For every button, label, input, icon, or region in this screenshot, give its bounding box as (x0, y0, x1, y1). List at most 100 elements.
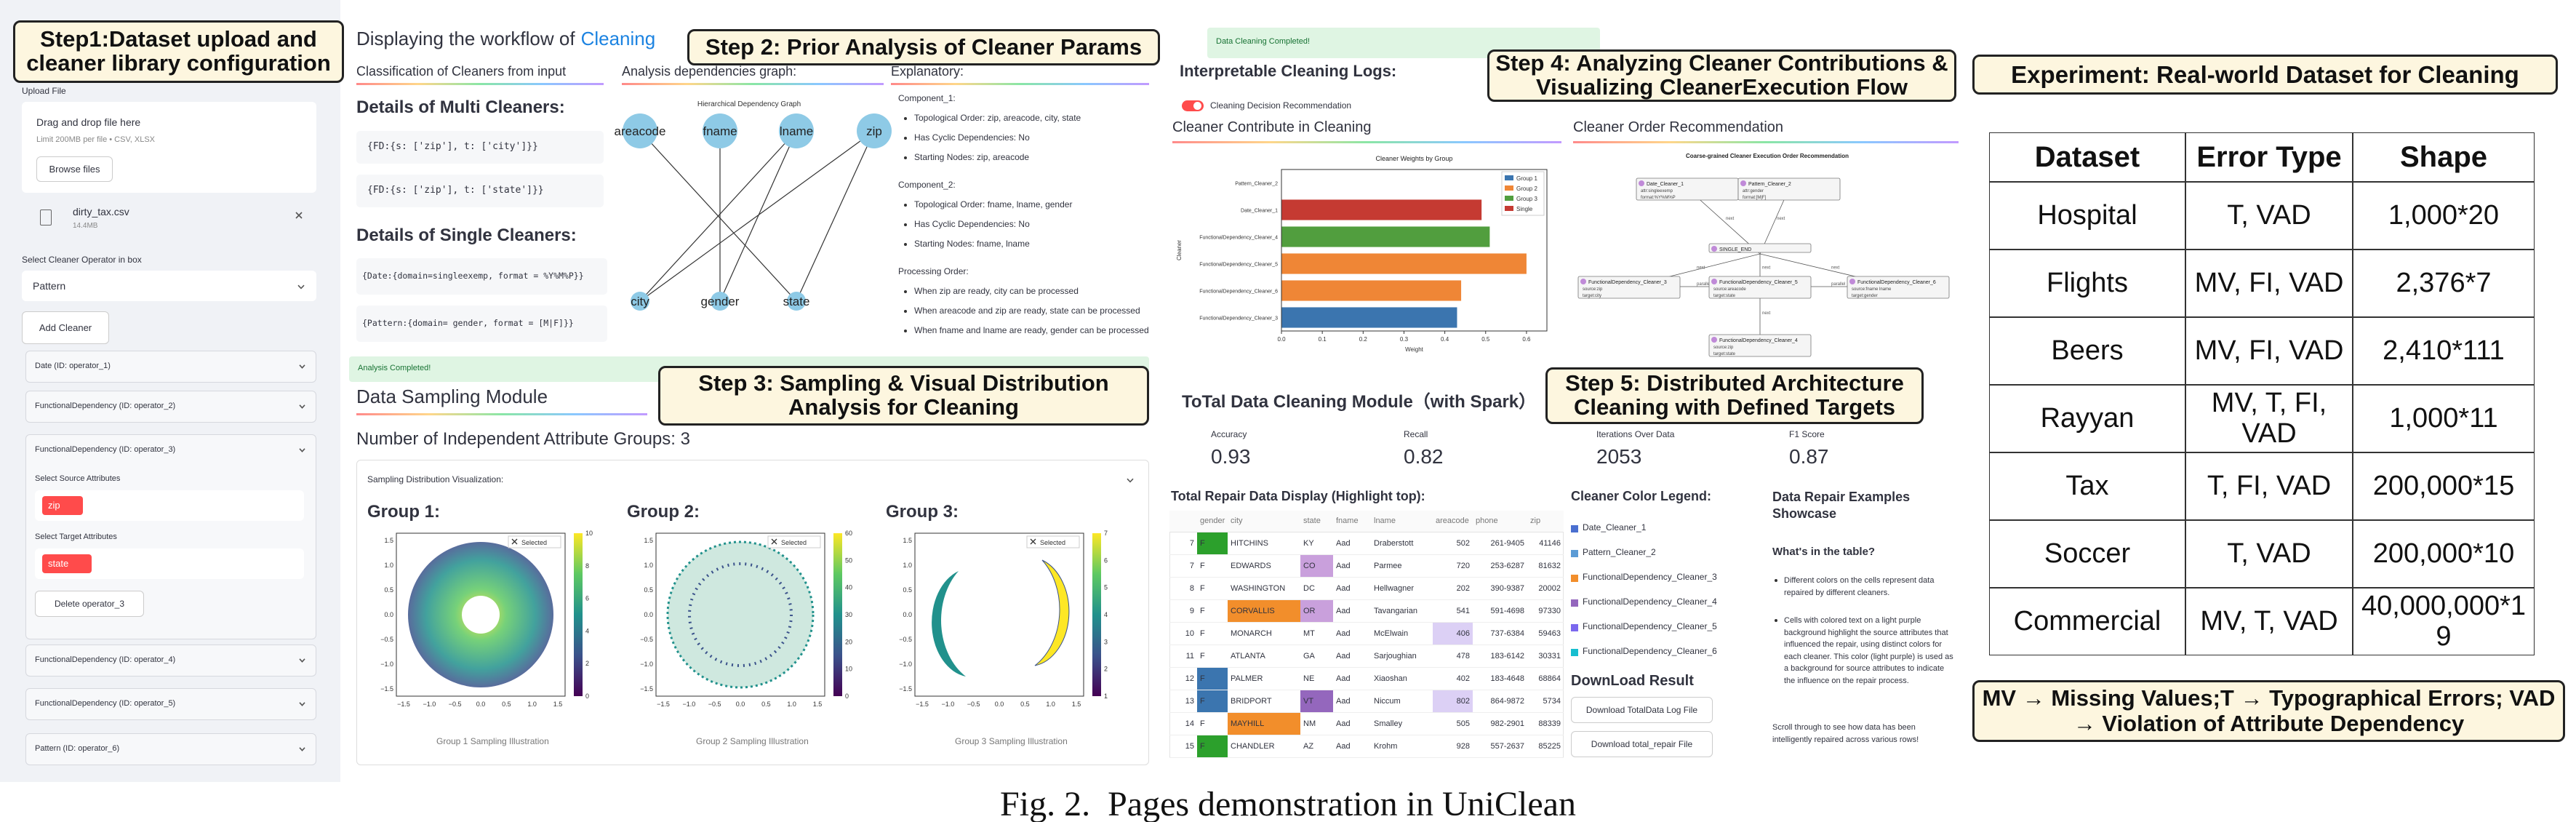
table-cell: Sarjoughian (1371, 645, 1433, 668)
text: Group 3: (886, 502, 959, 522)
x-tick-label: 1.5 (553, 701, 563, 708)
colorbar (574, 533, 583, 696)
select-box (22, 271, 316, 301)
table-cell: 183-6142 (1473, 645, 1527, 668)
graph-node (623, 113, 657, 148)
y-tick-label: −1.0 (640, 661, 653, 668)
button[interactable]: Delete operator_3 (35, 591, 144, 617)
legend-swatch (1505, 185, 1513, 191)
x-tick-label: 1.0 (1046, 701, 1055, 708)
legend-box (767, 535, 821, 548)
text: Cleaning Decision Recommendation (1210, 100, 1352, 111)
colorbar-label: 8 (585, 562, 589, 570)
plot-frame (655, 532, 825, 697)
flow-node-icon (1639, 180, 1644, 186)
table-cell: Aad (1333, 668, 1371, 690)
table-cell: OR (1300, 600, 1333, 623)
table-cell: Aad (1333, 623, 1371, 645)
text: FunctionalDependency_Cleaner_4 (1583, 596, 1717, 607)
y-tick-label: −0.5 (899, 636, 912, 643)
bar (1281, 226, 1490, 247)
workflow-heading: Displaying the workflow of Cleaning (356, 28, 655, 50)
colorbar-label: 6 (585, 595, 589, 602)
edge-label: parallel (1697, 282, 1711, 287)
table-cell: MAYHILL (1228, 713, 1300, 735)
illustration (688, 562, 793, 667)
y-tick-label: −1.0 (380, 661, 393, 668)
table-cell: 541 (1433, 600, 1473, 623)
x-tick-label: 1.0 (787, 701, 796, 708)
legend-label: Group 3 (1516, 196, 1537, 202)
flow-node-label: SINGLE_END (1719, 247, 1751, 252)
text: Sampling Distribution Visualization: (367, 474, 504, 484)
table-cell: Rayyan (1989, 385, 2185, 452)
graph-node (631, 292, 649, 311)
button[interactable]: Browse files (36, 156, 113, 182)
table-cell: AZ (1300, 735, 1333, 758)
button[interactable]: Download total_repair File (1571, 731, 1713, 757)
scatter-plot: Selected −1.5 −1.5 −1.0 −1.0 −0.5 −0.5 0.0 0.0 0.… (899, 530, 1108, 708)
table-cell: DC (1300, 578, 1333, 600)
text: FunctionalDependency (ID: operator_5) (35, 699, 176, 708)
close-icon (295, 212, 303, 219)
table-cell: 591-4698 (1473, 600, 1527, 623)
graph-edge (796, 130, 875, 302)
code-block (356, 258, 607, 295)
y-tick-label: FunctionalDependency_Cleaner_4 (1199, 236, 1278, 241)
illustration (1034, 559, 1070, 666)
chart-title: Cleaner Weights by Group (1376, 155, 1453, 162)
x-tick-label: −1.5 (916, 701, 929, 708)
table-cell: 97330 (1527, 600, 1564, 623)
figure-caption: Fig. 2. Pages demonstration in UniClean (1000, 785, 1576, 822)
table-cell: 406 (1433, 623, 1473, 645)
table-cell: 7 (1169, 555, 1197, 578)
table-cell: MV, T, VAD (2185, 588, 2353, 655)
divider (1172, 141, 1561, 143)
shape (295, 212, 303, 219)
colorbar-label: 4 (1104, 611, 1108, 618)
text: Cleaning (580, 28, 656, 49)
text: Different colors on the cells represent … (1784, 576, 1935, 597)
table-cell: Xiaoshan (1371, 668, 1433, 690)
legend-label: Selected (521, 539, 547, 546)
x-tick-label: 0.5 (1020, 701, 1030, 708)
flow-node-icon (1711, 279, 1717, 284)
text: 0.87 (1789, 445, 1829, 468)
shape (299, 658, 305, 663)
table-cell: Commercial (1989, 588, 2185, 655)
legend-swatch (1505, 196, 1513, 201)
bullet (904, 117, 907, 120)
text: Processing Order: (898, 266, 969, 276)
flow-node-label: Date_Cleaner_1 (1647, 182, 1684, 187)
table-cell: CORVALLIS (1228, 600, 1300, 623)
edge-label: next (1762, 311, 1771, 316)
flow-node-detail: source:zip (1583, 287, 1603, 292)
x-tick-label: −0.5 (449, 701, 462, 708)
table-cell: 10 (1169, 623, 1197, 645)
table-cell: 8 (1169, 578, 1197, 600)
flow-node (1708, 243, 1812, 253)
table-cell: HITCHINS (1228, 532, 1300, 555)
button[interactable]: Add Cleaner (22, 311, 109, 344)
text: FunctionalDependency_Cleaner_3 (1583, 572, 1717, 582)
x-tick-label: 0.6 (1522, 336, 1531, 343)
table-cell: 402 (1433, 668, 1473, 690)
x-tick-label: −1.5 (397, 701, 410, 708)
text: ToTal Data Cleaning Module（with Spark） (1182, 392, 1537, 412)
table-cell: 737-6384 (1473, 623, 1527, 645)
text: Group 1 Sampling Illustration (436, 736, 549, 746)
button[interactable]: Download TotalData Log File (1571, 697, 1713, 723)
table-cell: ATLANTA (1228, 645, 1300, 668)
colorbar-label: 40 (845, 584, 852, 591)
legend-marker (1030, 538, 1036, 545)
table-cell: MV, FI, VAD (2185, 317, 2353, 385)
y-tick-label: 1.0 (644, 562, 653, 569)
graph-node (779, 113, 814, 148)
legend-label: Group 2 (1516, 185, 1537, 192)
divider (1573, 141, 1959, 143)
text: Has Cyclic Dependencies: No (914, 219, 1030, 229)
x-tick-label: −1.0 (941, 701, 954, 708)
y-tick-label: −1.5 (899, 685, 912, 693)
legend-swatch (1571, 550, 1578, 557)
text: Cleaner Contribute in Cleaning (1172, 119, 1372, 135)
